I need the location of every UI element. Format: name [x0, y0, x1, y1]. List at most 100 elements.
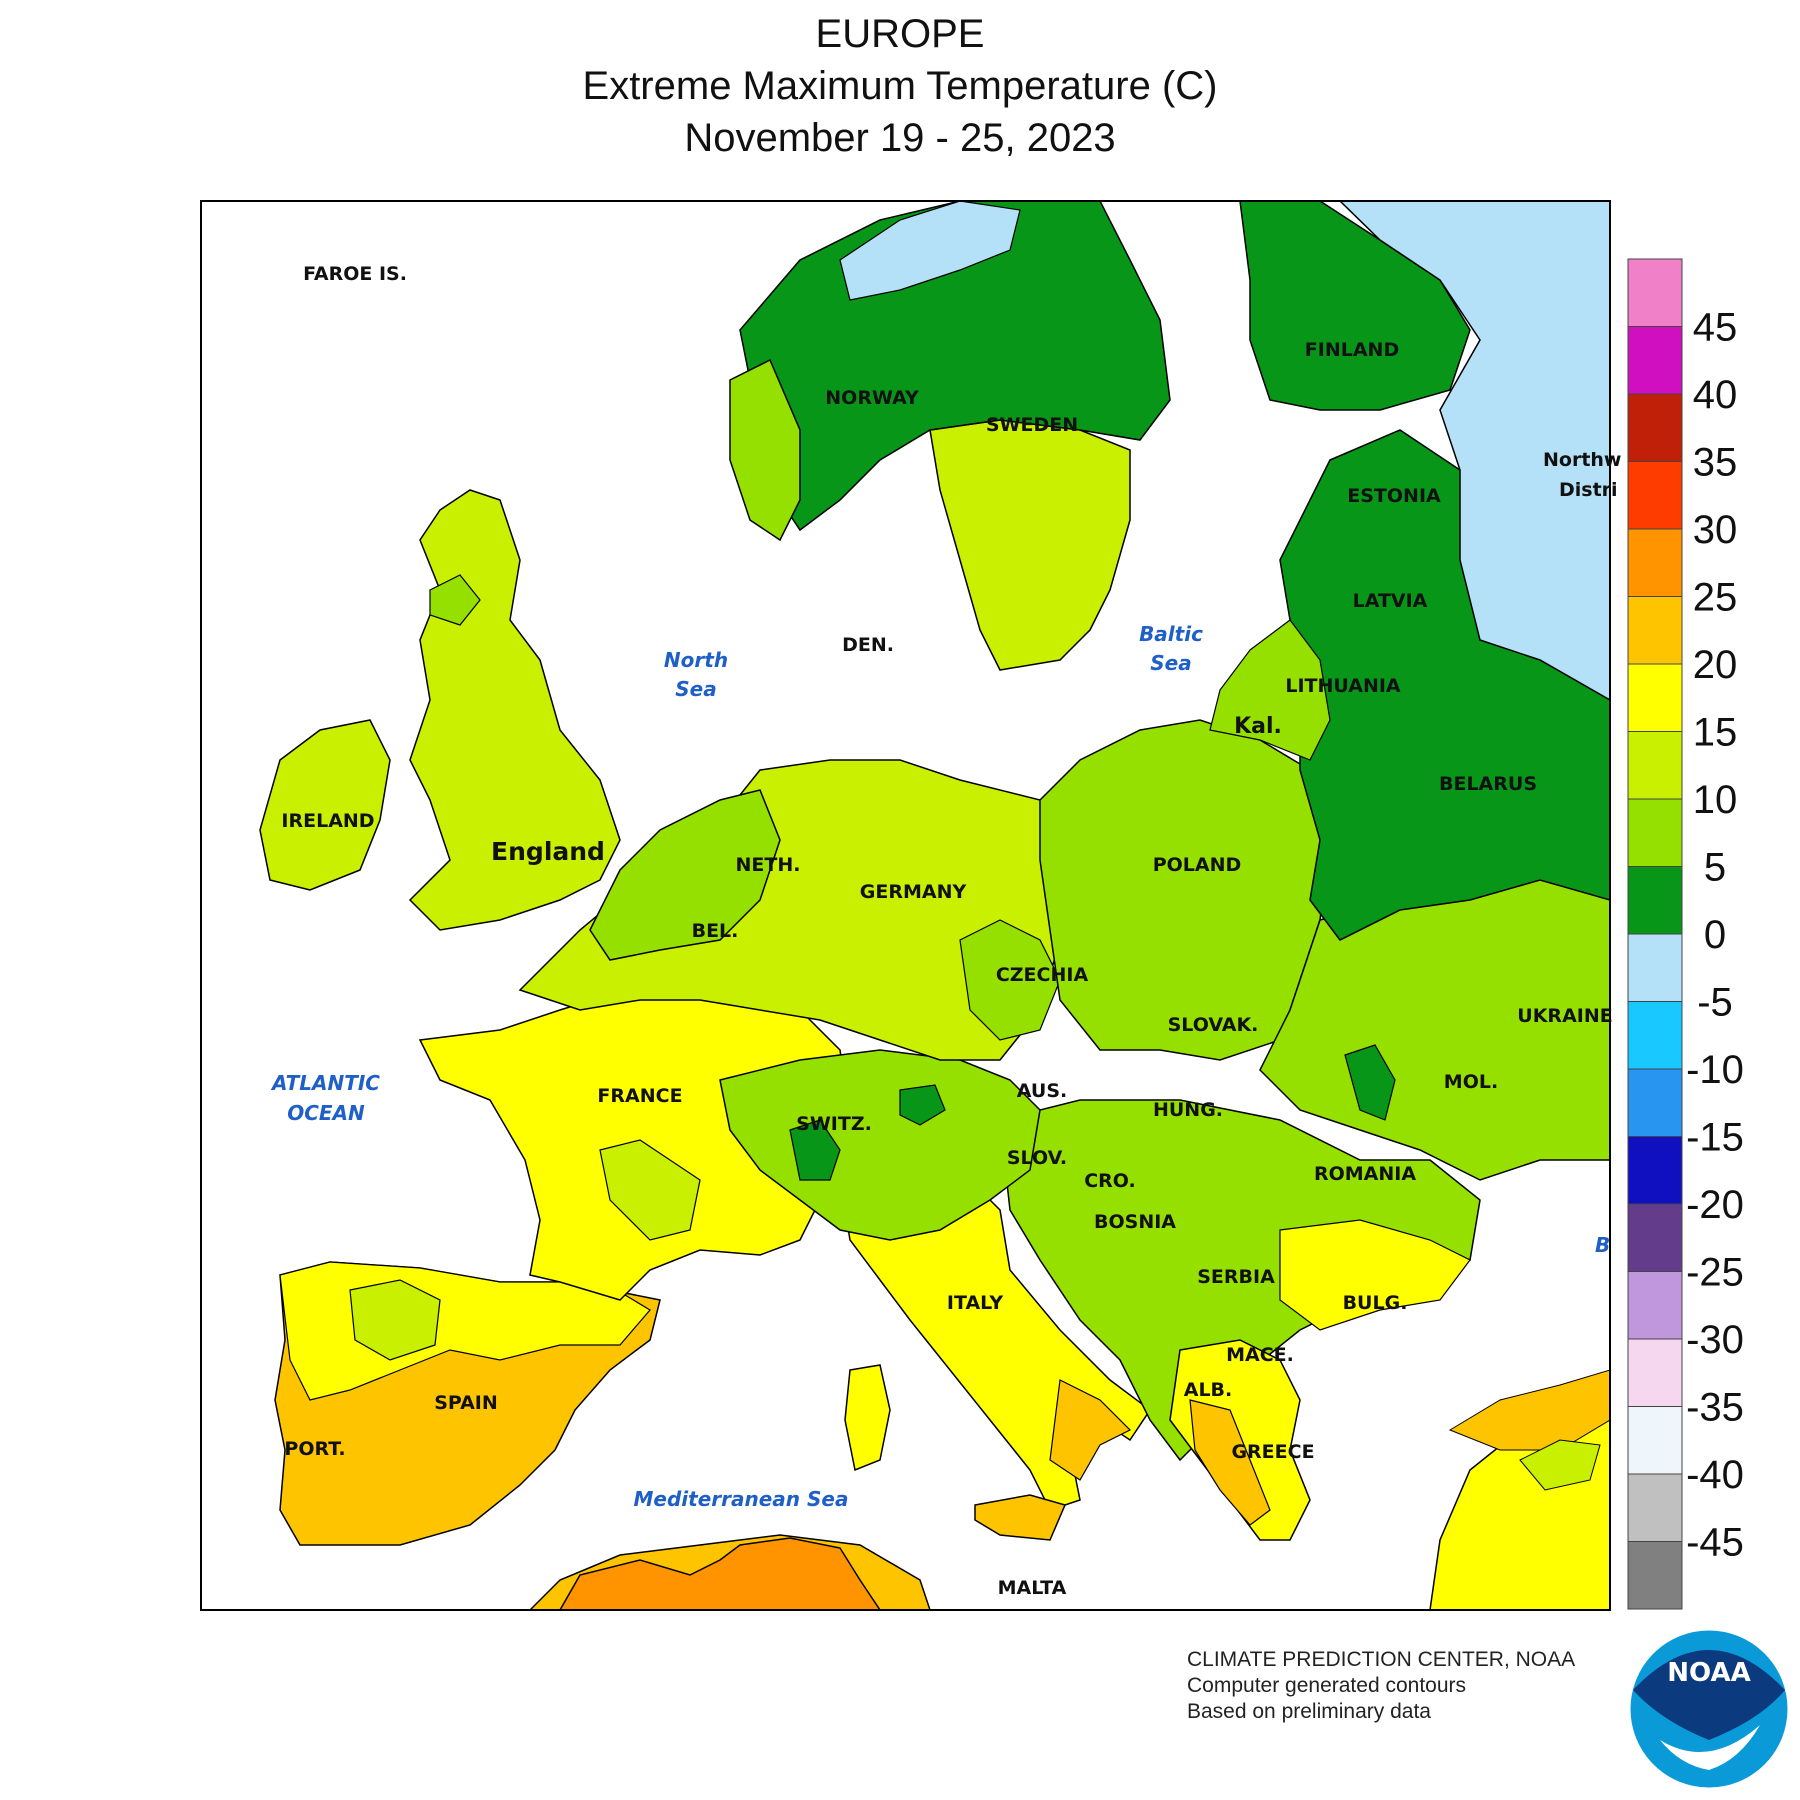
northwest-russia-subzero — [1338, 201, 1610, 701]
alps-land — [719, 1049, 1041, 1241]
label-finland: FINLAND — [1305, 339, 1399, 361]
legend-swatch — [1627, 798, 1683, 867]
label-poland: POLAND — [1153, 854, 1242, 876]
legend-swatch — [1627, 461, 1683, 530]
label-atlantic-1: ATLANTIC — [270, 1071, 380, 1095]
legend-swatch — [1627, 1338, 1683, 1407]
legend-swatch — [1627, 1406, 1683, 1475]
label-czechia: CZECHIA — [996, 964, 1089, 986]
label-baltic-sea-2: Sea — [1150, 651, 1191, 675]
legend-swatch — [1627, 1541, 1683, 1610]
credit-line-3: Based on preliminary data — [1187, 1700, 1431, 1723]
map-frame — [200, 200, 1611, 1611]
legend-swatch — [1627, 1001, 1683, 1070]
scotland-cool-zone — [429, 574, 481, 626]
label-belgium: BEL. — [692, 920, 739, 942]
north-africa-hot-zone — [559, 1537, 881, 1610]
legend-swatch — [1627, 731, 1683, 800]
legend-tick-label: 30 — [1693, 508, 1738, 552]
label-atlantic-2: OCEAN — [287, 1101, 365, 1125]
label-bosnia: BOSNIA — [1094, 1211, 1176, 1233]
legend-tick-label: -45 — [1686, 1521, 1744, 1565]
legend-tick-label: 20 — [1693, 643, 1738, 687]
label-albania: ALB. — [1184, 1379, 1233, 1401]
legend-tick-label: 25 — [1693, 576, 1738, 620]
legend-tick-label: -20 — [1686, 1183, 1744, 1227]
label-ukraine: UKRAINE — [1517, 1005, 1612, 1027]
label-lithuania: LITHUANIA — [1285, 675, 1401, 697]
legend-tick-label: -35 — [1686, 1386, 1744, 1430]
map-date-range: November 19 - 25, 2023 — [684, 116, 1116, 160]
label-croatia: CRO. — [1084, 1170, 1136, 1192]
legend-tick-label: -5 — [1697, 981, 1733, 1025]
label-spain: SPAIN — [434, 1392, 498, 1414]
label-kaliningrad: Kal. — [1234, 714, 1282, 739]
label-belarus: BELARUS — [1439, 773, 1537, 795]
label-macedonia: MACE. — [1226, 1344, 1294, 1366]
bulgaria-mild-zone — [1279, 1219, 1471, 1331]
label-germany: GERMANY — [860, 881, 967, 903]
label-netherlands: NETH. — [736, 854, 801, 876]
legend-swatch — [1627, 258, 1683, 327]
scandinavia-subzero-zone — [839, 201, 1021, 301]
label-italy: ITALY — [947, 1292, 1003, 1314]
legend-swatch — [1627, 1136, 1683, 1205]
noaa-logo-sky — [1633, 1650, 1785, 1740]
legend-tick-label: 5 — [1704, 846, 1726, 890]
france-west-mild-zone — [599, 1139, 701, 1241]
label-portugal: PORT. — [284, 1438, 345, 1460]
alps-cold-core — [789, 1119, 841, 1181]
label-france: FRANCE — [597, 1085, 682, 1107]
legend-swatch — [1627, 1473, 1683, 1542]
legend-tick-label: 40 — [1693, 373, 1738, 417]
legend-swatch — [1627, 1068, 1683, 1137]
label-slovenia: SLOV. — [1007, 1147, 1067, 1169]
label-faroe: FAROE IS. — [303, 263, 407, 285]
legend-tick-label: -10 — [1686, 1048, 1744, 1092]
legend-swatch — [1627, 866, 1683, 935]
legend-tick-label: -30 — [1686, 1318, 1744, 1362]
ireland-land — [259, 719, 391, 891]
legend-tick-label: -15 — [1686, 1116, 1744, 1160]
turkey-warm-zone — [1448, 1369, 1610, 1451]
legend-swatch — [1627, 933, 1683, 1002]
legend-swatch — [1627, 393, 1683, 462]
italy-south-warm-zone — [1049, 1379, 1132, 1481]
legend-swatch — [1627, 1203, 1683, 1272]
label-austria: AUS. — [1017, 1080, 1067, 1102]
map-subtitle: Extreme Maximum Temperature (C) — [582, 64, 1218, 108]
legend-tick-label: -25 — [1686, 1251, 1744, 1295]
turkey-cool-zone — [1519, 1439, 1601, 1491]
label-serbia: SERBIA — [1197, 1266, 1275, 1288]
legend-tick-label: 45 — [1693, 306, 1738, 350]
legend-tick-label: -40 — [1686, 1453, 1744, 1497]
sicily-land — [974, 1494, 1067, 1541]
label-northwest-district-2: Distri — [1559, 479, 1618, 501]
legend-swatch — [1627, 596, 1683, 665]
label-north-sea-1: North — [664, 648, 728, 672]
austria-cold-core — [899, 1084, 946, 1126]
label-mediterranean: Mediterranean Sea — [634, 1487, 849, 1511]
czechia-cool-zone — [959, 919, 1061, 1041]
label-romania: ROMANIA — [1314, 1163, 1416, 1185]
legend-swatch — [1627, 528, 1683, 597]
label-northwest-district-1: Northw — [1543, 449, 1622, 471]
label-denmark: DEN. — [842, 634, 894, 656]
label-estonia: ESTONIA — [1347, 485, 1441, 507]
label-latvia: LATVIA — [1353, 590, 1428, 612]
noaa-logo-text: NOAA — [1667, 1658, 1750, 1688]
label-greece: GREECE — [1231, 1441, 1314, 1463]
legend-swatch — [1627, 663, 1683, 732]
label-moldova: MOL. — [1444, 1071, 1498, 1093]
label-norway: NORWAY — [825, 387, 919, 409]
map-canvas — [201, 201, 1610, 1610]
label-slovakia: SLOVAK. — [1168, 1014, 1259, 1036]
label-england: England — [491, 837, 605, 866]
label-ireland: IRELAND — [281, 810, 374, 832]
sardinia-land — [844, 1364, 891, 1472]
label-hungary: HUNG. — [1153, 1099, 1223, 1121]
credit-line-2: Computer generated contours — [1187, 1674, 1466, 1697]
label-malta: MALTA — [998, 1577, 1067, 1599]
color-legend: 45 40 35 30 25 20 15 10 5 0 -5 -10 -15 -20 -25 -30 -35 -4… — [1627, 258, 1744, 1610]
